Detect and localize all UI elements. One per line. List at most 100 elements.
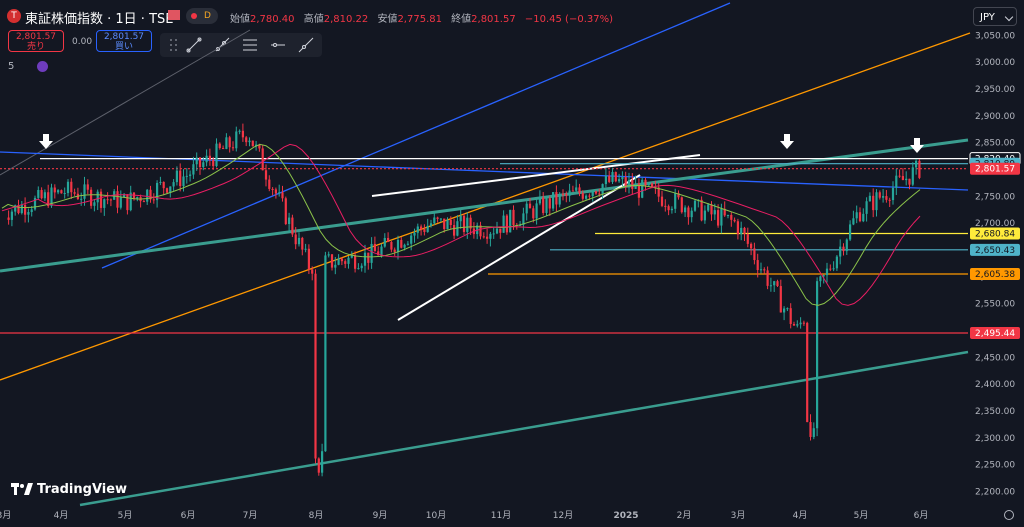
parallel-channel-icon[interactable]	[242, 37, 258, 53]
candle-body	[608, 175, 611, 182]
candle-body	[185, 175, 188, 177]
candle-body	[20, 204, 23, 214]
y-tick-label: 2,300.00	[975, 434, 1015, 444]
drag-handle-icon[interactable]	[166, 37, 182, 53]
high-value: 2,810.22	[323, 14, 369, 25]
candle-body	[383, 237, 386, 247]
candle-body	[479, 225, 482, 237]
candle-body	[311, 269, 314, 274]
y-tick-label: 2,350.00	[975, 407, 1015, 417]
candle-body	[43, 192, 46, 199]
price-label-text: 2,801.57	[975, 165, 1015, 175]
candle-body	[208, 155, 211, 160]
moving-average-line	[1, 143, 921, 306]
candle-body	[340, 258, 343, 262]
candle-body	[198, 157, 202, 168]
candle-body	[575, 187, 578, 191]
candle-body	[146, 189, 149, 202]
y-tick-label: 2,250.00	[975, 461, 1015, 471]
ohlc-readout: 始値2,780.40 高値2,810.22 安値2,775.81 終値2,801…	[230, 10, 619, 25]
candle-body	[248, 140, 251, 143]
candle-body	[156, 182, 159, 201]
y-tick-label: 2,400.00	[975, 380, 1015, 390]
candle-body	[66, 181, 70, 194]
currency-select[interactable]: JPY	[973, 7, 1017, 26]
candle-body	[519, 224, 522, 226]
open-label: 始値	[230, 14, 250, 25]
candle-body	[14, 205, 17, 212]
y-tick-label: 2,950.00	[975, 85, 1015, 95]
candle-body	[387, 237, 390, 242]
candle-body	[317, 458, 320, 473]
candle-body	[439, 218, 442, 220]
candle-body	[802, 322, 805, 324]
price-label-box	[970, 162, 1020, 175]
x-tick-label: 12月	[553, 510, 573, 521]
extended-line-icon[interactable]	[298, 37, 314, 53]
candle-body	[835, 256, 838, 269]
x-tick-label: 6月	[181, 510, 196, 521]
candle-body	[281, 192, 284, 199]
candle-body	[786, 308, 789, 310]
candle-body	[852, 218, 855, 225]
candle-body	[294, 234, 297, 245]
candle-body	[60, 190, 63, 194]
x-tick-label: 2025	[613, 511, 638, 521]
branding-text: TradingView	[37, 482, 128, 497]
candle-body	[525, 203, 528, 214]
candle-body	[453, 225, 456, 236]
candle-body	[182, 176, 185, 187]
candle-body	[532, 208, 535, 219]
candle-body	[423, 229, 426, 232]
settings-icon[interactable]	[1004, 510, 1014, 520]
candle-body	[238, 130, 241, 132]
candle-body	[159, 181, 162, 183]
candle-body	[350, 255, 353, 258]
candle-body	[109, 199, 112, 201]
candle-body	[872, 195, 875, 211]
candle-body	[750, 243, 753, 249]
candle-body	[70, 181, 73, 193]
open-value: 2,780.40	[250, 14, 295, 25]
candle-body	[129, 192, 132, 211]
candle-body	[429, 223, 433, 226]
trend-line	[79, 350, 969, 507]
horizontal-line-icon[interactable]	[270, 37, 286, 53]
candle-body	[878, 192, 881, 198]
trend-line-icon[interactable]	[186, 37, 202, 53]
delayed-data-badge[interactable]: D	[186, 8, 218, 24]
symbol-logo-icon[interactable]: T	[7, 9, 21, 23]
x-tick-label: 10月	[426, 510, 446, 521]
x-tick-label: 3月	[0, 510, 11, 521]
symbol-title[interactable]: 東証株価指数 · 1日 · TSE	[25, 12, 174, 27]
y-tick-label: 2,700.00	[975, 219, 1015, 229]
sell-button[interactable]: 2,801.57 売り	[8, 30, 64, 52]
candle-body	[624, 177, 627, 188]
candle-body	[809, 422, 812, 437]
candle-body	[116, 191, 119, 208]
candle-body	[195, 157, 198, 165]
candle-body	[235, 131, 238, 149]
candle-body	[90, 189, 93, 206]
y-tick-label: 2,900.00	[975, 112, 1015, 122]
indicator-count[interactable]: 5	[8, 61, 15, 72]
candle-body	[604, 175, 607, 185]
x-tick-label: 4月	[54, 510, 69, 521]
candle-body	[855, 212, 858, 219]
marker-arrow-icon	[780, 134, 794, 149]
candle-body	[462, 215, 466, 232]
candle-body	[763, 269, 766, 271]
candle-body	[136, 197, 139, 199]
drawing-toolbar	[160, 33, 322, 57]
candle-body	[420, 226, 423, 230]
candle-body	[321, 451, 324, 473]
indicator-settings-icon[interactable]	[37, 61, 48, 72]
candle-body	[545, 198, 548, 214]
buy-button[interactable]: 2,801.57 買い	[96, 30, 152, 52]
candle-body	[123, 194, 126, 198]
candle-body	[446, 219, 449, 230]
candle-body	[327, 254, 330, 256]
flag-icon[interactable]	[168, 10, 180, 20]
candle-body	[631, 180, 634, 189]
